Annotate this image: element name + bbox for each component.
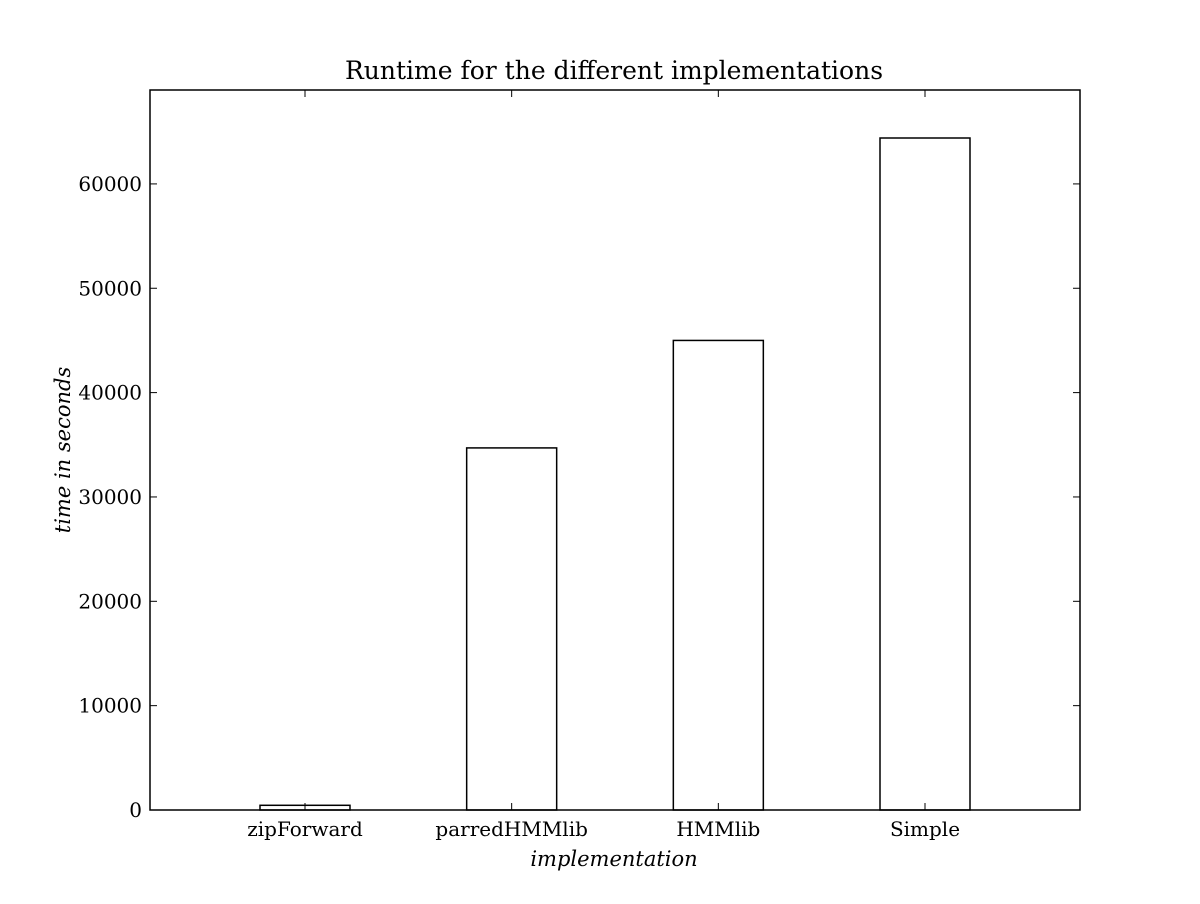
y-tick-label: 10000 — [78, 694, 142, 718]
x-tick-label: Simple — [890, 817, 960, 841]
y-axis-label: time in seconds — [51, 367, 75, 534]
plot-frame — [149, 89, 1081, 811]
y-tick-label: 60000 — [78, 172, 142, 196]
y-tick-label: 50000 — [78, 276, 142, 300]
bar-parredHMMlib — [465, 447, 558, 811]
y-tick-label: 40000 — [78, 381, 142, 405]
ticks-layer: zipForward parredHMMlib HMMlib Simple 0 10000… — [78, 90, 1080, 841]
y-tick-label: 30000 — [78, 485, 142, 509]
bar-Simple — [879, 137, 971, 811]
x-tick-label: HMMlib — [676, 817, 760, 841]
bar-HMMlib — [672, 339, 765, 811]
y-tick-label: 20000 — [78, 589, 142, 613]
x-tick-label: zipForward — [247, 817, 363, 841]
chart-title: Runtime for the different implementation… — [345, 56, 883, 85]
y-tick-label: 0 — [129, 798, 142, 822]
x-tick-label: parredHMMlib — [435, 817, 587, 841]
x-axis-label: implementation — [530, 847, 697, 871]
bars-layer — [259, 137, 971, 811]
